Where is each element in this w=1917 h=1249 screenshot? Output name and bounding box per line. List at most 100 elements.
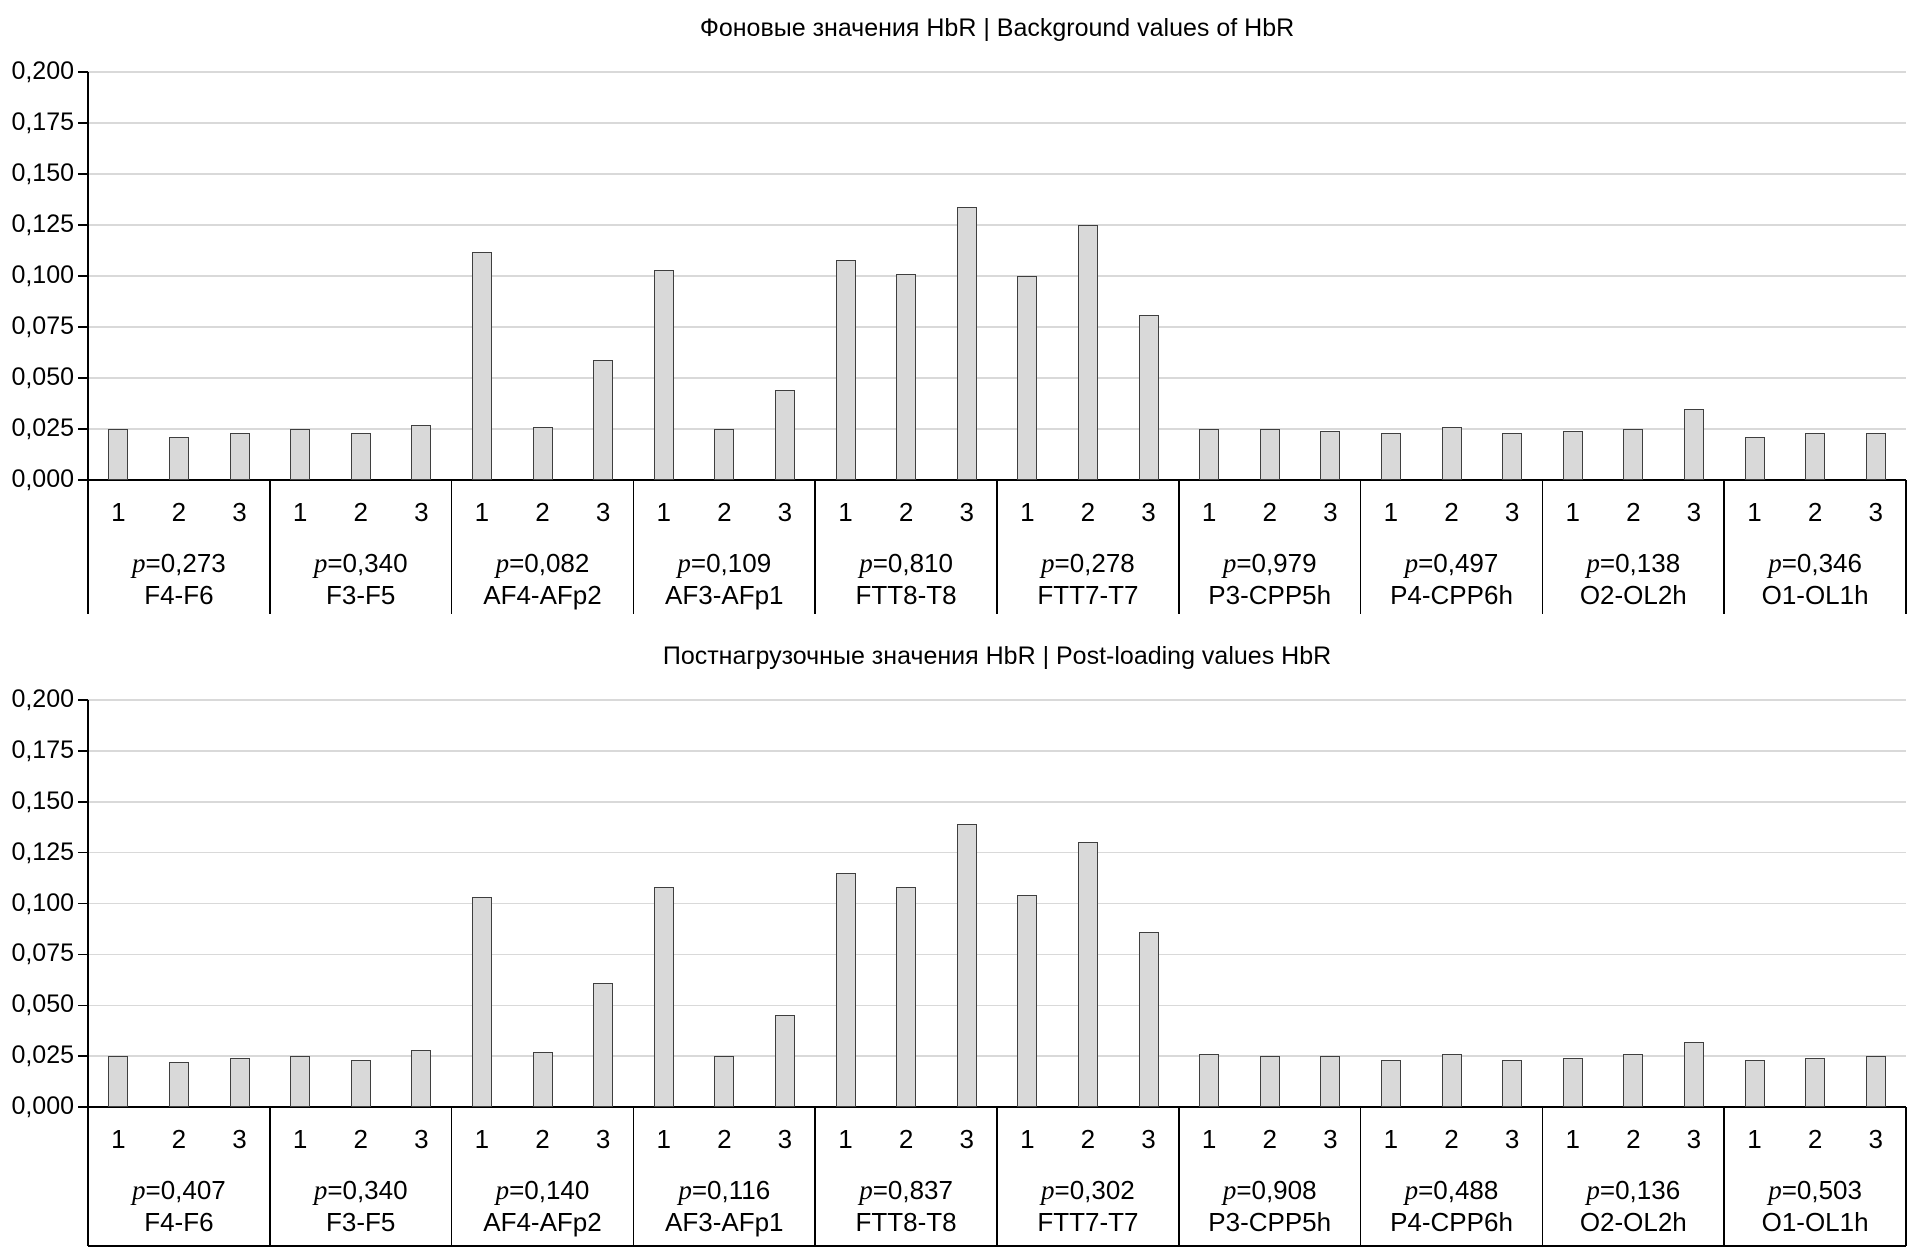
gridline — [88, 851, 1906, 854]
measurement-index-label: 2 — [717, 1124, 732, 1154]
y-axis-tick-label: 0,100 — [11, 261, 74, 289]
group-separator — [1178, 1107, 1180, 1246]
bar-O2-OL2h-2 — [1623, 429, 1644, 480]
y-axis-tick-label: 0,175 — [11, 108, 74, 136]
measurement-index-label: 3 — [595, 497, 611, 527]
bar-F4-F6-2 — [168, 437, 189, 480]
group-separator — [1359, 480, 1362, 614]
p-value-label: p=0,082 — [495, 548, 590, 578]
bar-FTT8-T8-2 — [896, 273, 917, 480]
measurement-index-label: 3 — [414, 1124, 429, 1154]
bar-FTT7-T7-1 — [1017, 895, 1038, 1107]
channel-pair-label: O2-OL2h — [1579, 1207, 1687, 1237]
measurement-index-label: 1 — [656, 1124, 671, 1154]
measurement-index-label: 1 — [1565, 1124, 1580, 1154]
group-separator — [814, 1107, 816, 1246]
bar-F3-F5-1 — [290, 429, 311, 480]
bar-FTT7-T7-3 — [1138, 931, 1159, 1107]
p-value-label: p=0,837 — [859, 1175, 953, 1205]
bar-AF3-AFp1-1 — [653, 269, 674, 480]
bar-AF3-AFp1-1 — [653, 887, 674, 1107]
bar-FTT7-T7-2 — [1077, 225, 1098, 480]
bar-AF4-AFp2-3 — [593, 359, 614, 480]
measurement-index-label: 1 — [1383, 497, 1399, 527]
channel-pair-label: FTT7-T7 — [1037, 580, 1139, 610]
chart-title: Фоновые значения HbR | Background values… — [699, 14, 1295, 42]
measurement-index-label: 2 — [1262, 1124, 1277, 1154]
measurement-index-label: 1 — [1020, 1124, 1035, 1154]
bar-F3-F5-3 — [411, 1050, 432, 1107]
y-axis-tick — [78, 326, 88, 328]
bar-F4-F6-1 — [108, 1056, 129, 1107]
p-value-label: p=0,407 — [132, 1175, 226, 1205]
bar-P4-CPP6h-3 — [1502, 1060, 1523, 1107]
bar-AF4-AFp2-1 — [471, 897, 492, 1107]
channel-pair-label: F3-F5 — [326, 1207, 396, 1237]
bar-O2-OL2h-1 — [1562, 1058, 1583, 1107]
group-separator — [996, 1107, 998, 1246]
y-axis-tick — [78, 122, 88, 124]
measurement-index-label: 1 — [111, 497, 126, 527]
y-axis-tick — [78, 1106, 88, 1108]
bar-P3-CPP5h-3 — [1320, 1056, 1341, 1107]
measurement-index-label: 2 — [717, 497, 732, 527]
p-value-label: p=0,979 — [1222, 548, 1317, 578]
bar-FTT8-T8-3 — [956, 206, 977, 480]
p-value-label: p=0,138 — [1586, 548, 1681, 578]
p-value-label: p=0,116 — [678, 1175, 771, 1205]
group-separator — [1359, 1107, 1362, 1246]
group-separator — [1905, 1107, 1907, 1246]
channel-pair-label: F4-F6 — [144, 1207, 214, 1237]
group-separator — [996, 480, 998, 614]
bar-AF4-AFp2-1 — [471, 251, 492, 480]
y-axis-tick — [78, 275, 88, 277]
gridline — [88, 801, 1906, 803]
channel-pair-label: O1-OL1h — [1761, 580, 1869, 610]
channel-pair-label: AF3-AFp1 — [665, 580, 784, 610]
channel-pair-label: F3-F5 — [326, 580, 396, 610]
gridline — [88, 224, 1906, 226]
y-axis-tick-label: 0,000 — [11, 1092, 74, 1120]
y-axis-tick — [78, 71, 88, 73]
bar-F3-F5-2 — [350, 433, 371, 480]
bar-FTT7-T7-1 — [1017, 276, 1038, 480]
channel-pair-label: P4-CPP6h — [1390, 580, 1513, 610]
y-axis-tick-label: 0,075 — [11, 312, 74, 340]
y-axis-tick-label: 0,125 — [11, 210, 74, 238]
measurement-index-label: 2 — [1080, 1124, 1096, 1154]
measurement-index-label: 3 — [1141, 497, 1156, 527]
bar-FTT8-T8-3 — [956, 824, 977, 1107]
p-value-label: p=0,109 — [677, 548, 772, 578]
y-axis-tick-label: 0,150 — [11, 786, 74, 815]
bar-AF3-AFp1-2 — [714, 429, 735, 480]
measurement-index-label: 2 — [171, 497, 187, 527]
gridline — [88, 1055, 1906, 1057]
bar-O2-OL2h-3 — [1683, 1041, 1704, 1107]
bar-AF4-AFp2-2 — [532, 1052, 553, 1107]
channel-pair-label: AF3-AFp1 — [665, 1207, 784, 1237]
bar-AF4-AFp2-2 — [532, 426, 553, 480]
gridline — [88, 428, 1906, 430]
group-separator — [269, 480, 271, 614]
channel-pair-label: P4-CPP6h — [1390, 1207, 1513, 1237]
p-value-label: p=0,140 — [495, 1175, 590, 1205]
bar-O1-OL1h-2 — [1805, 1058, 1826, 1107]
bar-P3-CPP5h-1 — [1199, 429, 1220, 480]
group-separator — [1178, 480, 1180, 614]
measurement-index-label: 1 — [1565, 497, 1580, 527]
measurement-index-label: 1 — [1383, 1124, 1399, 1154]
y-axis-tick — [78, 377, 88, 379]
group-separator — [1541, 480, 1544, 614]
measurement-index-label: 1 — [1747, 497, 1762, 527]
gridline — [88, 699, 1906, 701]
y-axis-tick-label: 0,150 — [11, 159, 74, 187]
y-axis-tick-label: 0,050 — [11, 990, 74, 1019]
y-axis-tick-label: 0,025 — [11, 1041, 74, 1070]
p-value-label: p=0,503 — [1768, 1175, 1862, 1205]
bar-O1-OL1h-3 — [1865, 433, 1886, 480]
gridline — [88, 1004, 1906, 1006]
y-axis-tick — [78, 953, 88, 956]
measurement-index-label: 1 — [474, 1124, 490, 1154]
measurement-index-label: 3 — [414, 497, 429, 527]
y-axis-tick — [78, 851, 88, 854]
